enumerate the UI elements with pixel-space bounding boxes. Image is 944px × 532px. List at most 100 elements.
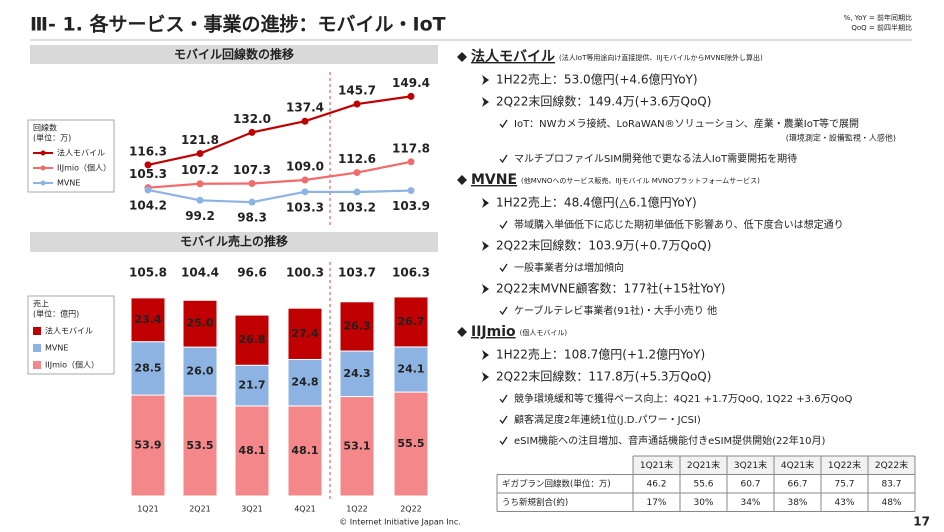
bullet-text: IoT：NWカメラ接続、LoRaWAN®ソリューション、産業・農業IoT等で展開 [514,117,859,130]
x-tick-label: 1Q22 [346,505,368,514]
bullet-text: 帯域購入単価低下に応じた期初単価低下影響あり、低下度合いは想定通り [514,218,844,231]
bullet [499,306,508,316]
bullet [499,263,508,273]
bar-segment [130,341,166,396]
bullet-text: 1H22売上：53.0億円(+4.6億円YoY) [496,72,698,87]
bullet-text: 顧客満足度2年連続1位(J.D.パワー・JCSI) [514,413,701,426]
data-label: 109.0 [286,160,324,174]
point [353,169,361,177]
slide-title: Ⅲ- 1. 各サービス・事業の進捗：モバイル・IoT [30,13,446,36]
chart-header [30,232,438,252]
bullet-text: 2Q22末回線数：103.9万(+0.7万QoQ) [496,238,711,253]
legend-title: 売上 [33,299,49,309]
bullet [499,436,508,446]
point [301,176,309,184]
table-cell: 43% [834,498,854,508]
point [196,150,204,158]
chart-header [30,45,438,64]
data-label: 48.1 [291,444,318,457]
data-label: 27.4 [291,327,318,340]
point [144,186,152,194]
section-heading: MVNE [471,172,517,188]
bullet [482,97,489,107]
data-label: 132.0 [233,112,271,126]
line [147,188,412,204]
bar-segment [182,395,218,497]
chart-title: モバイル売上の推移 [180,234,288,249]
bullet [499,394,508,404]
bullet-text: 2Q22末回線数：117.8万(+5.3万QoQ) [496,369,711,384]
total-label: 103.7 [338,266,376,280]
x-tick-label: 3Q21 [241,505,263,514]
bullet-text: マルチプロファイルSIM開発他で更なる法人IoT需要開拓を期待 [514,152,797,165]
bar-segment [339,396,375,497]
legend-unit: (単位：万) [33,133,71,143]
bar-segment [287,358,323,407]
total-label: 106.3 [392,266,430,280]
point [248,128,256,136]
legend-swatch [40,150,46,156]
data-label: 116.3 [129,144,167,158]
table-cell: 48% [881,498,901,508]
point [407,92,415,100]
bullet-text: 2Q22末回線数：149.4万(+3.6万QoQ) [496,94,711,109]
legend-label: MVNE [57,179,80,188]
point [353,188,361,196]
data-label: 26.3 [343,319,370,332]
legend-label: IIJmio（個人） [45,360,99,370]
legend-label: 法人モバイル [45,326,93,336]
bar-segment [339,301,375,352]
column-header: 2Q21末 [687,459,720,471]
data-label: 103.2 [338,201,376,215]
bullet [457,52,467,62]
point [407,158,415,166]
data-label: 55.5 [397,437,424,450]
data-label: 137.4 [286,101,324,115]
data-label: 107.2 [181,163,219,177]
x-tick-label: 1Q21 [137,505,159,514]
bullet [457,175,467,185]
point [301,117,309,125]
section-note: (他MVNOへのサービス販売、IIJモバイル MVNOプラットフォームサービス) [521,176,760,185]
bar-segment [182,299,218,348]
data-label: 105.3 [129,167,167,181]
data-label: 117.8 [392,141,430,155]
bullet-text: 競争環境緩和等で獲得ペース向上：4Q21 +1.7万QoQ, 1Q22 +3.6… [514,392,853,405]
header-note: %, YoY = 前年同期比 [844,13,912,22]
legend-label: 法人モバイル [57,148,105,158]
bullet [499,220,508,230]
total-label: 105.8 [129,266,167,280]
legend-swatch [33,327,41,335]
section-note: (個人モバイル) [520,328,568,337]
bar-segment [130,297,166,343]
data-label: 26.0 [186,364,213,377]
bullet [482,198,489,208]
data-label: 26.8 [238,333,265,346]
point [196,180,204,188]
row-label: うち新規割合(約) [502,497,568,508]
data-label: 24.1 [397,362,424,375]
total-label: 104.4 [181,266,219,280]
bullet [457,327,467,337]
column-header: 1Q21末 [640,459,673,471]
bar-segment [287,307,323,360]
bar-segment [234,314,270,366]
column-header: 3Q21末 [734,459,767,471]
table-cell: 30% [693,498,713,508]
point [248,180,256,188]
table-cell: 66.7 [787,479,807,489]
x-tick-label: 2Q22 [400,505,422,514]
data-label: 98.3 [237,211,267,225]
table-cell: 60.7 [740,479,760,489]
data-label: 149.4 [392,76,430,90]
column-header: 1Q22末 [828,459,861,471]
data-label: 26.7 [397,315,424,328]
point [301,188,309,196]
chart-title: モバイル回線数の推移 [174,47,294,62]
data-label: 23.4 [134,313,161,326]
legend-swatch [33,361,41,369]
table-cell: 75.7 [834,479,854,489]
point [353,100,361,108]
bullet [499,119,508,129]
